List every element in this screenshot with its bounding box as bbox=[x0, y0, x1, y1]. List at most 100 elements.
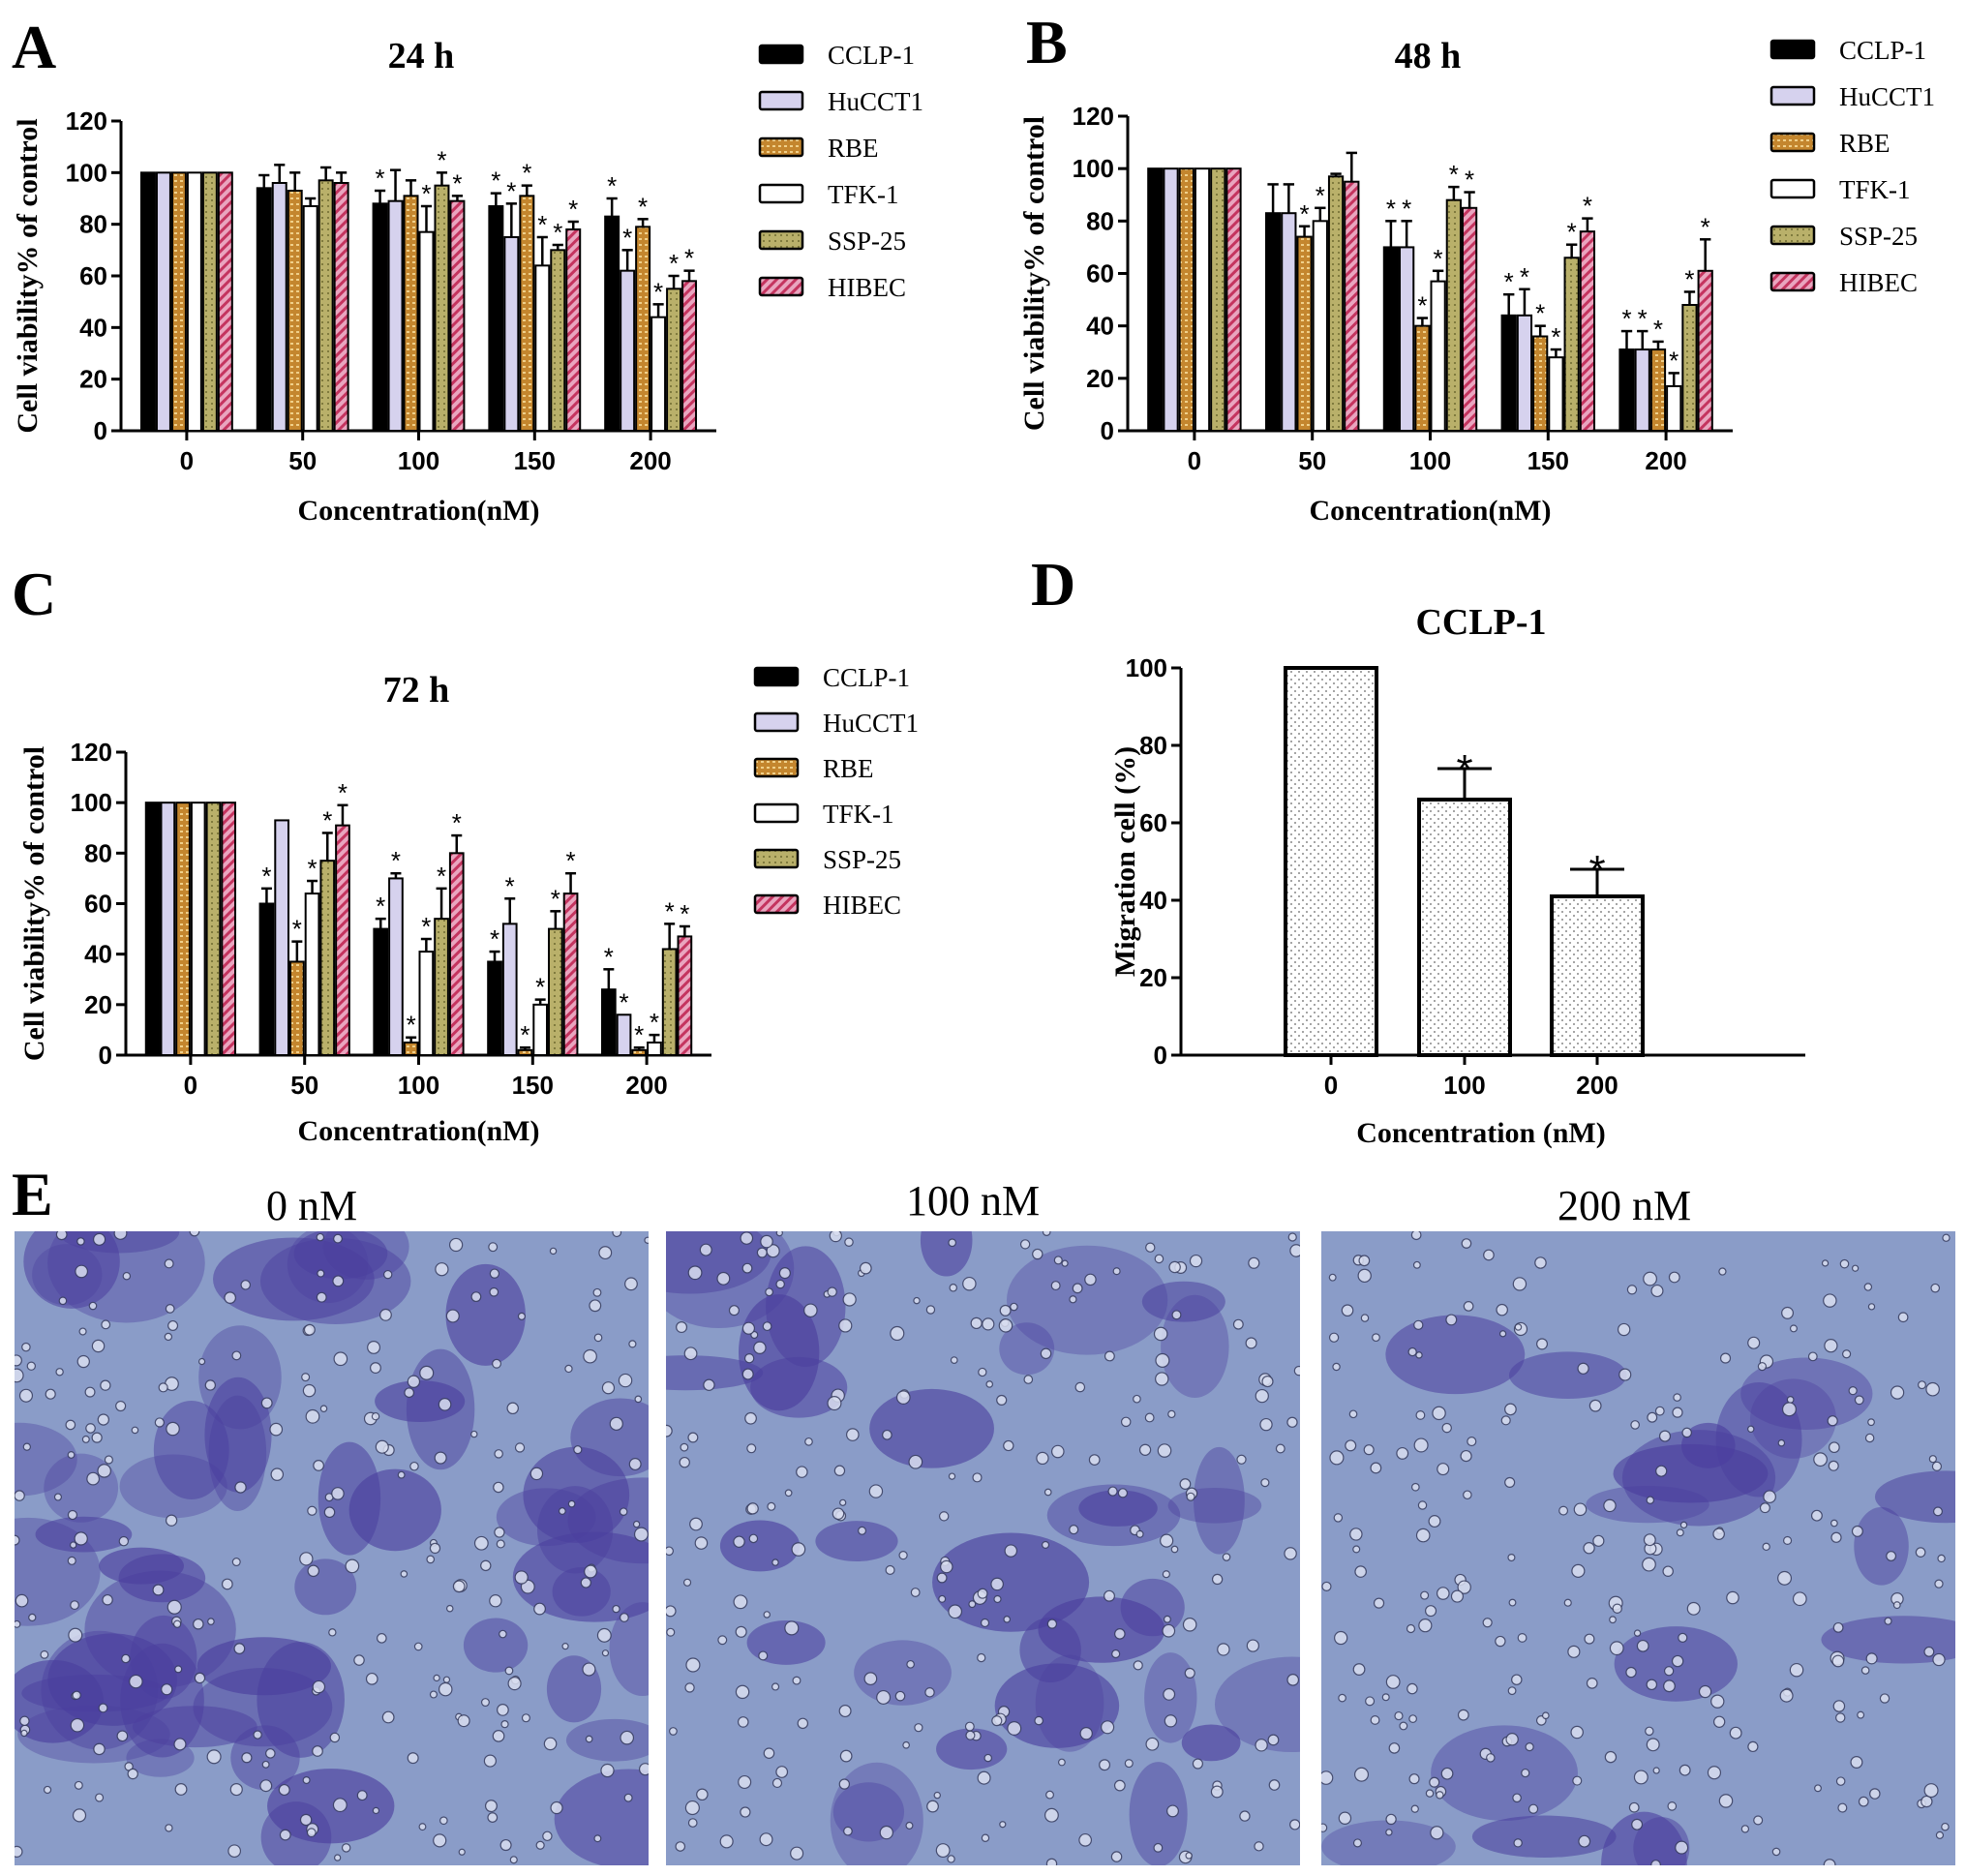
membrane-pore bbox=[738, 1774, 752, 1790]
legend-swatch-ssp-25 bbox=[758, 229, 804, 251]
significance-star: * bbox=[1621, 304, 1631, 333]
membrane-pore bbox=[400, 1570, 408, 1578]
membrane-pore bbox=[116, 1730, 129, 1742]
membrane-pore bbox=[1850, 1755, 1863, 1769]
significance-star: * bbox=[1434, 244, 1443, 273]
membrane-pore bbox=[1145, 1737, 1160, 1751]
stained-cell bbox=[920, 1231, 973, 1277]
membrane-pore bbox=[1261, 1376, 1274, 1388]
x-tick-label-0: 0 bbox=[184, 1071, 197, 1100]
membrane-pore bbox=[885, 1564, 895, 1575]
bar-ssp-25-200 bbox=[661, 948, 678, 1057]
membrane-pore bbox=[609, 1416, 623, 1431]
membrane-pore bbox=[15, 1845, 23, 1858]
membrane-pore bbox=[1588, 1399, 1602, 1412]
membrane-pore bbox=[1162, 1570, 1170, 1579]
stained-cell bbox=[999, 1322, 1055, 1376]
membrane-pore bbox=[1654, 1406, 1665, 1416]
membrane-pore bbox=[426, 1555, 436, 1564]
membrane-pore bbox=[221, 1578, 233, 1590]
x-tick-label-50: 50 bbox=[1298, 446, 1326, 475]
membrane-pore bbox=[906, 1659, 915, 1669]
bar-hucct1-100 bbox=[388, 877, 404, 1057]
membrane-pore bbox=[1365, 1696, 1376, 1707]
membrane-pore bbox=[489, 1268, 500, 1279]
membrane-pore bbox=[1712, 1715, 1726, 1728]
membrane-pore bbox=[948, 1238, 957, 1248]
membrane-pore bbox=[85, 1423, 96, 1434]
legend-swatch-tfk-1 bbox=[758, 183, 804, 204]
membrane-pore bbox=[1352, 1838, 1362, 1848]
stained-cell bbox=[609, 1602, 649, 1696]
membrane-pore bbox=[15, 1490, 25, 1501]
membrane-pore bbox=[1157, 1443, 1172, 1458]
stained-cell bbox=[230, 1725, 300, 1791]
y-tick-label-40: 40 bbox=[79, 313, 107, 342]
membrane-pore bbox=[45, 1388, 56, 1400]
membrane-pore bbox=[165, 1304, 175, 1314]
membrane-pore bbox=[1655, 1465, 1668, 1477]
y-tick-label-20: 20 bbox=[79, 365, 107, 394]
membrane-pore bbox=[1504, 1476, 1516, 1489]
membrane-pore bbox=[316, 1291, 327, 1303]
membrane-pore bbox=[194, 1672, 206, 1684]
y-tick-label-100: 100 bbox=[71, 788, 112, 817]
membrane-pore bbox=[497, 1704, 509, 1716]
stained-cell bbox=[554, 1769, 649, 1865]
membrane-pore bbox=[204, 1379, 217, 1391]
membrane-pore bbox=[550, 1800, 563, 1815]
membrane-pore bbox=[442, 1676, 451, 1683]
membrane-pore bbox=[982, 1317, 995, 1331]
membrane-pore bbox=[740, 1806, 751, 1818]
membrane-pore bbox=[407, 1752, 419, 1765]
membrane-pore bbox=[1710, 1694, 1725, 1709]
membrane-pore bbox=[504, 1666, 514, 1676]
membrane-pore bbox=[1153, 1842, 1164, 1853]
x-tick-label-50: 50 bbox=[290, 1071, 318, 1100]
bar-cclp-1-50 bbox=[1264, 212, 1282, 432]
membrane-pore bbox=[91, 1432, 103, 1443]
legend-label-ssp-25: SSP-25 bbox=[1839, 222, 1918, 251]
x-axis-label: Concentration(nM) bbox=[298, 1115, 540, 1147]
membrane-pore bbox=[1293, 1365, 1300, 1377]
membrane-pore bbox=[487, 1812, 499, 1823]
membrane-pore bbox=[1399, 1721, 1408, 1731]
membrane-pore bbox=[91, 1339, 106, 1353]
membrane-pore bbox=[1779, 1688, 1794, 1703]
bar-tfk-1-200 bbox=[650, 316, 667, 432]
bar-cclp-1-100 bbox=[373, 927, 389, 1056]
membrane-pore bbox=[1275, 1443, 1285, 1454]
stained-cell bbox=[1508, 1351, 1627, 1399]
membrane-pore bbox=[1145, 1242, 1156, 1253]
membrane-pore bbox=[333, 1351, 348, 1367]
membrane-pore bbox=[939, 1511, 950, 1522]
membrane-pore bbox=[371, 1411, 380, 1421]
membrane-pore bbox=[1630, 1420, 1641, 1430]
legend-label-ssp-25: SSP-25 bbox=[828, 227, 906, 256]
stained-cell bbox=[739, 1294, 820, 1411]
membrane-pore bbox=[791, 1542, 806, 1557]
membrane-pore bbox=[259, 1779, 273, 1793]
significance-star: * bbox=[568, 195, 578, 224]
membrane-pore bbox=[1672, 1407, 1683, 1418]
membrane-pore bbox=[1486, 1753, 1496, 1763]
bar-tfk-1-150 bbox=[1548, 356, 1564, 432]
membrane-pore bbox=[914, 1723, 923, 1733]
bar-ssp-25-50 bbox=[318, 179, 334, 432]
legend-swatch-hucct1 bbox=[753, 711, 800, 733]
membrane-pore bbox=[965, 1730, 976, 1740]
membrane-pore bbox=[1372, 1333, 1380, 1343]
membrane-pore bbox=[74, 1780, 83, 1790]
membrane-pore bbox=[728, 1305, 740, 1316]
micrograph-content bbox=[15, 1231, 649, 1865]
membrane-pore bbox=[1586, 1677, 1598, 1689]
membrane-pore bbox=[1425, 1605, 1437, 1618]
significance-star: * bbox=[505, 871, 515, 900]
membrane-pore bbox=[307, 1505, 318, 1516]
membrane-pore bbox=[492, 1730, 505, 1742]
membrane-pore bbox=[838, 1778, 851, 1790]
membrane-pore bbox=[174, 1782, 188, 1796]
membrane-pore bbox=[1041, 1540, 1050, 1549]
membrane-pore bbox=[737, 1716, 749, 1728]
membrane-pore bbox=[902, 1740, 910, 1749]
